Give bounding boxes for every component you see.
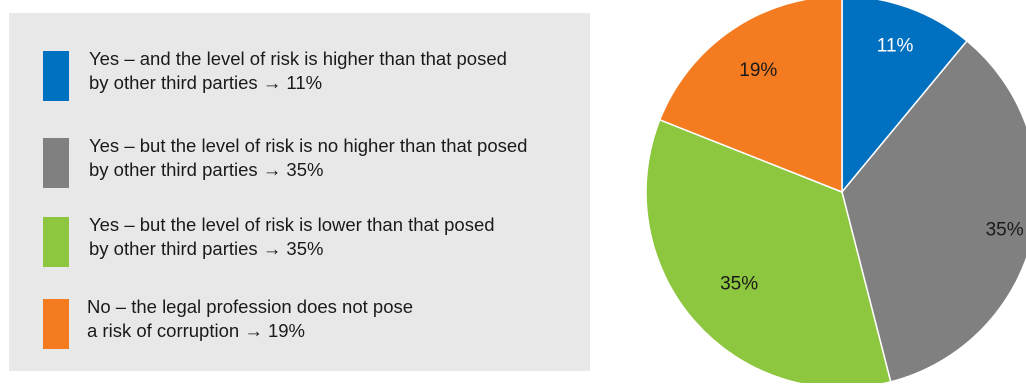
legend-item-no-higher-risk: Yes – but the level of risk is no higher…: [43, 134, 583, 194]
pie-label-no-higher-risk: 35%: [986, 219, 1024, 240]
legend-item-higher-risk: Yes – and the level of risk is higher th…: [43, 47, 583, 107]
legend-swatch-no-risk: [43, 299, 69, 349]
legend-label-lower-risk: Yes – but the level of risk is lower tha…: [89, 214, 495, 259]
legend-label-higher-risk: Yes – and the level of risk is higher th…: [89, 48, 507, 93]
legend-item-no-risk: No – the legal profession does not pose …: [43, 295, 583, 355]
legend-swatch-no-higher-risk: [43, 138, 69, 188]
legend-item-lower-risk: Yes – but the level of risk is lower tha…: [43, 213, 583, 273]
pie-label-higher-risk: 11%: [877, 36, 914, 57]
legend-label-no-risk: No – the legal profession does not pose …: [87, 296, 414, 341]
legend-swatch-higher-risk: [43, 51, 69, 101]
pie-slice-no-risk: [658, 0, 843, 194]
legend-panel: Yes – and the level of risk is higher th…: [9, 13, 590, 371]
legend-label-no-higher-risk: Yes – but the level of risk is no higher…: [89, 135, 528, 180]
pie-chart: 11% 35% 35% 19%: [645, 0, 1026, 388]
legend-swatch-lower-risk: [43, 217, 69, 267]
pie-slice-no-higher-risk: [841, 39, 1026, 383]
pie-chart-area: 11% 35% 35% 19%: [630, 0, 1026, 388]
pie-slice-higher-risk: [841, 0, 968, 195]
pie-label-no-risk: 19%: [739, 60, 777, 81]
pie-label-lower-risk: 35%: [720, 274, 758, 295]
